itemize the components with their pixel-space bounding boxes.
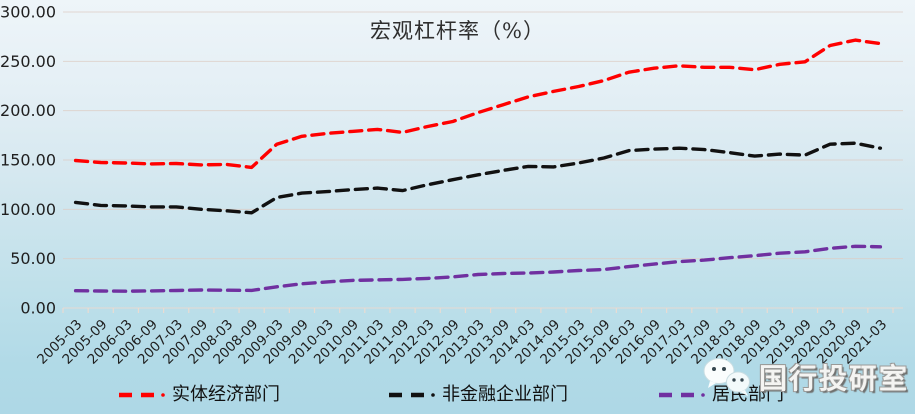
legend-item-0: 实体经济部门 — [118, 384, 280, 406]
x-axis-ticks — [62, 308, 894, 313]
y-tick-label: 100.00 — [0, 200, 56, 219]
legend-item-1: 非金融企业部门 — [388, 384, 568, 406]
legend-swatch-2 — [659, 392, 705, 398]
chart-title: 宏观杠杆率（%） — [370, 19, 545, 43]
wechat-icon — [703, 358, 750, 396]
legend-label-0: 实体经济部门 — [172, 384, 280, 405]
y-tick-label: 50.00 — [10, 249, 56, 268]
series-line-2 — [73, 244, 883, 293]
y-tick-label: 250.00 — [0, 52, 56, 71]
legend-swatch-0 — [119, 392, 165, 398]
y-tick-label: 300.00 — [0, 3, 56, 22]
y-tick-label: 150.00 — [0, 151, 56, 170]
legend-swatch-1 — [389, 392, 435, 398]
series-line-0 — [73, 38, 883, 170]
watermark: 国行投研室 — [701, 356, 909, 398]
watermark-text: 国行投研室 — [758, 362, 909, 395]
gridlines — [63, 11, 903, 309]
y-axis-labels: 0.00 50.00 100.00 150.00 200.00 250.00 300.00 — [0, 3, 56, 318]
y-tick-label: 200.00 — [0, 101, 56, 120]
y-tick-label: 0.00 — [20, 299, 56, 318]
legend-label-1: 非金融企业部门 — [442, 384, 568, 405]
series-line-1 — [73, 141, 883, 215]
